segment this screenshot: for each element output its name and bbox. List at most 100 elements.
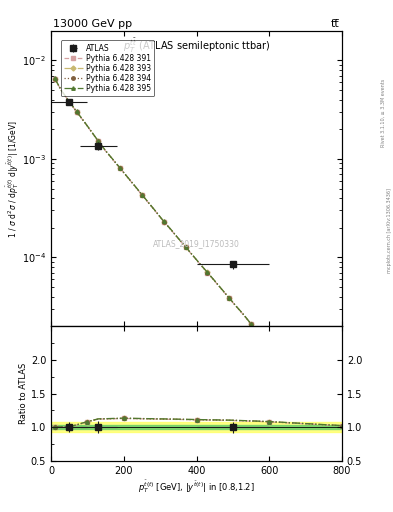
Pythia 6.428 394 [96, 138, 101, 144]
Pythia 6.428 395 [299, 380, 304, 386]
Pythia 6.428 395 [52, 75, 57, 81]
Pythia 6.428 393 [154, 209, 159, 216]
Pythia 6.428 395 [140, 191, 144, 198]
Pythia 6.428 393 [81, 118, 86, 124]
Bar [51, 425, 342, 429]
Pythia 6.428 393 [227, 295, 231, 301]
Pythia 6.428 391 [329, 412, 333, 418]
Pythia 6.428 394 [241, 312, 246, 318]
Pythia 6.428 394 [336, 422, 341, 428]
Pythia 6.428 391 [147, 201, 152, 207]
Pythia 6.428 395 [307, 388, 312, 394]
Pythia 6.428 391 [74, 109, 79, 115]
Pythia 6.428 394 [249, 321, 253, 327]
Pythia 6.428 394 [314, 396, 319, 402]
Pythia 6.428 394 [183, 244, 188, 250]
Line: Pythia 6.428 391: Pythia 6.428 391 [53, 77, 340, 426]
Pythia 6.428 395 [81, 118, 86, 124]
Pythia 6.428 394 [60, 89, 64, 95]
Pythia 6.428 394 [270, 346, 275, 352]
Pythia 6.428 394 [191, 252, 195, 259]
Pythia 6.428 393 [67, 98, 72, 104]
Pythia 6.428 395 [162, 218, 166, 224]
Pythia 6.428 393 [249, 321, 253, 327]
Pythia 6.428 391 [81, 118, 86, 124]
Pythia 6.428 393 [256, 329, 261, 335]
Pythia 6.428 394 [321, 404, 326, 411]
Pythia 6.428 395 [125, 174, 130, 180]
Pythia 6.428 394 [125, 174, 130, 180]
Y-axis label: 1 / $\sigma$ d$^2$$\sigma$ / d$p^{\bar{t}(t)}_T$ d$|y^{\bar{t}(t)}|$ [1/GeV]: 1 / $\sigma$ d$^2$$\sigma$ / d$p^{\bar{t… [4, 120, 21, 238]
Pythia 6.428 391 [89, 129, 94, 135]
Pythia 6.428 393 [125, 174, 130, 180]
Pythia 6.428 393 [191, 252, 195, 259]
Pythia 6.428 394 [256, 329, 261, 335]
Pythia 6.428 393 [285, 363, 290, 369]
Pythia 6.428 391 [299, 380, 304, 386]
X-axis label: $p^{\bar{t}(t)}_T$ [GeV], $|y^{\bar{t}(t)}|$ in [0.8,1.2]: $p^{\bar{t}(t)}_T$ [GeV], $|y^{\bar{t}(t… [138, 478, 255, 495]
Pythia 6.428 391 [212, 278, 217, 284]
Pythia 6.428 393 [234, 304, 239, 310]
Pythia 6.428 394 [329, 412, 333, 418]
Pythia 6.428 393 [198, 261, 202, 267]
Pythia 6.428 395 [169, 226, 173, 232]
Pythia 6.428 395 [96, 138, 101, 144]
Pythia 6.428 391 [220, 287, 224, 293]
Pythia 6.428 391 [162, 219, 166, 225]
Pythia 6.428 395 [110, 156, 115, 162]
Line: Pythia 6.428 395: Pythia 6.428 395 [53, 77, 340, 426]
Pythia 6.428 391 [154, 209, 159, 216]
Pythia 6.428 391 [205, 270, 210, 276]
Pythia 6.428 394 [132, 183, 137, 189]
Pythia 6.428 391 [132, 183, 137, 189]
Line: Pythia 6.428 393: Pythia 6.428 393 [53, 77, 340, 426]
Pythia 6.428 391 [52, 76, 57, 82]
Pythia 6.428 391 [176, 236, 181, 242]
Pythia 6.428 393 [147, 201, 152, 207]
Pythia 6.428 395 [263, 337, 268, 344]
Pythia 6.428 394 [103, 148, 108, 154]
Text: 13000 GeV pp: 13000 GeV pp [53, 19, 132, 30]
Text: tt̅: tt̅ [331, 19, 340, 30]
Pythia 6.428 394 [220, 287, 224, 293]
Pythia 6.428 394 [110, 157, 115, 163]
Pythia 6.428 394 [307, 388, 312, 394]
Pythia 6.428 395 [329, 412, 333, 418]
Pythia 6.428 393 [60, 89, 64, 95]
Pythia 6.428 391 [198, 261, 202, 267]
Pythia 6.428 391 [307, 388, 312, 394]
Pythia 6.428 394 [154, 209, 159, 216]
Pythia 6.428 393 [212, 278, 217, 284]
Pythia 6.428 391 [263, 338, 268, 344]
Pythia 6.428 395 [60, 88, 64, 94]
Pythia 6.428 395 [285, 362, 290, 369]
Pythia 6.428 394 [169, 227, 173, 233]
Pythia 6.428 391 [169, 227, 173, 233]
Pythia 6.428 395 [103, 147, 108, 154]
Pythia 6.428 393 [96, 138, 101, 144]
Pythia 6.428 393 [162, 219, 166, 225]
Pythia 6.428 391 [191, 252, 195, 259]
Pythia 6.428 393 [176, 236, 181, 242]
Y-axis label: Ratio to ATLAS: Ratio to ATLAS [19, 363, 28, 424]
Pythia 6.428 394 [299, 380, 304, 386]
Pythia 6.428 393 [132, 183, 137, 189]
Pythia 6.428 391 [285, 363, 290, 369]
Pythia 6.428 391 [118, 165, 123, 172]
Pythia 6.428 394 [81, 118, 86, 124]
Pythia 6.428 395 [314, 396, 319, 402]
Pythia 6.428 391 [256, 329, 261, 335]
Pythia 6.428 393 [169, 227, 173, 233]
Pythia 6.428 393 [321, 404, 326, 410]
Pythia 6.428 394 [227, 295, 231, 301]
Pythia 6.428 395 [154, 209, 159, 216]
Text: mcplots.cern.ch [arXiv:1306.3436]: mcplots.cern.ch [arXiv:1306.3436] [387, 188, 391, 273]
Pythia 6.428 395 [183, 244, 188, 250]
Bar [51, 422, 342, 432]
Pythia 6.428 395 [74, 109, 79, 115]
Pythia 6.428 395 [249, 321, 253, 327]
Pythia 6.428 394 [285, 363, 290, 369]
Pythia 6.428 393 [89, 128, 94, 134]
Pythia 6.428 394 [198, 261, 202, 267]
Pythia 6.428 394 [176, 236, 181, 242]
